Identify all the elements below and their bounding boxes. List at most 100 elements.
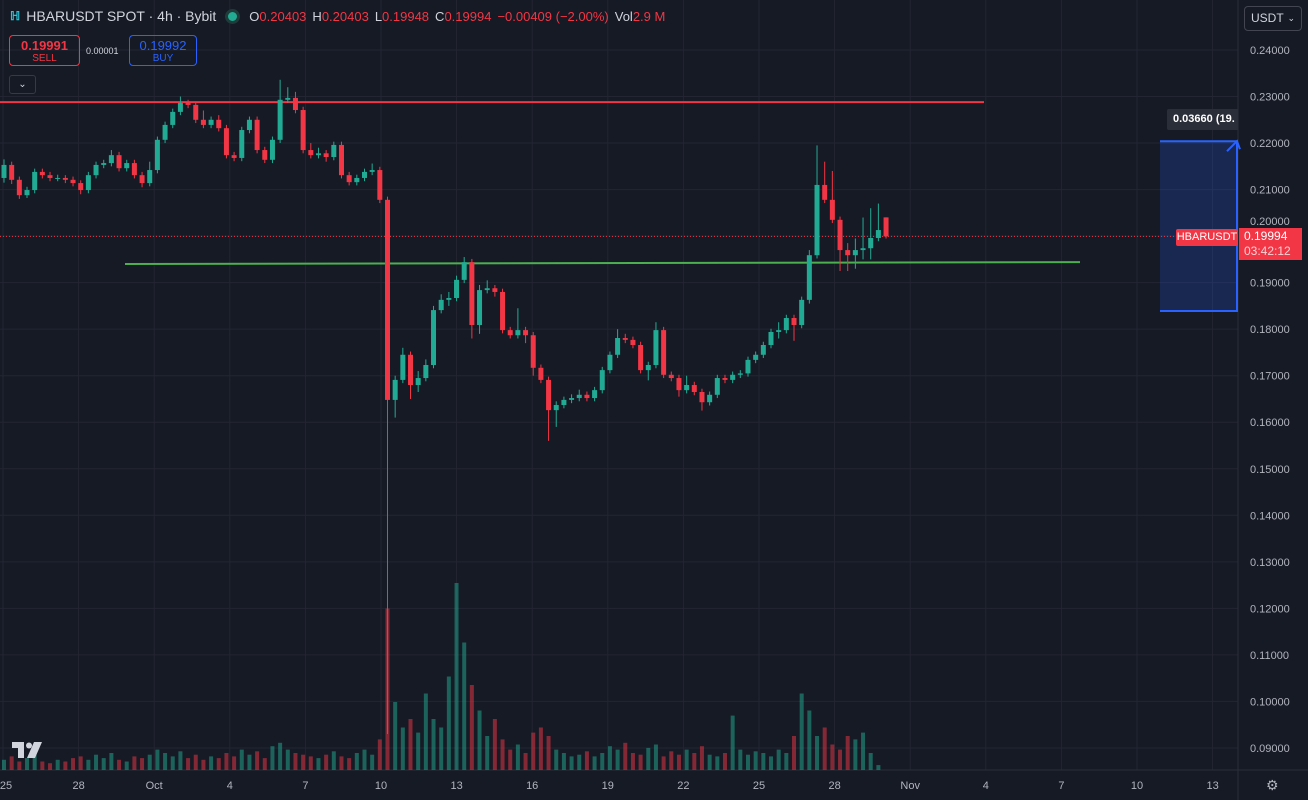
tradingview-logo[interactable] (12, 742, 44, 758)
candle-body (791, 318, 797, 325)
candle (615, 329, 621, 359)
candle-body (492, 288, 498, 292)
volume-bar (638, 754, 643, 770)
volume-bar (132, 756, 137, 770)
candle-body (515, 330, 521, 336)
currency-select[interactable]: USDT ⌄ (1244, 6, 1302, 31)
candle-body (615, 338, 621, 355)
volume-bar (239, 749, 244, 770)
volume-bar (469, 685, 474, 770)
volume-bar (492, 719, 497, 770)
candle (638, 341, 644, 374)
volume-bar (32, 754, 37, 770)
candle (653, 322, 659, 369)
volume-bar (769, 756, 773, 770)
candle-body (500, 291, 506, 331)
candle-body (822, 184, 828, 200)
candle (477, 284, 483, 334)
candle-body (546, 379, 552, 411)
volume-bar (676, 754, 681, 770)
volume-bar (17, 761, 22, 770)
candle-body (16, 179, 22, 196)
sell-button[interactable]: 0.19991 SELL (9, 35, 80, 66)
volume-bar (531, 732, 536, 770)
x-tick-label: 10 (375, 780, 387, 792)
volume-bar (377, 739, 382, 770)
volume-bar (653, 744, 658, 770)
sell-price: 0.19991 (21, 38, 68, 53)
candle (645, 361, 651, 381)
candle-body (193, 104, 199, 120)
volume-bar (439, 727, 444, 770)
candle-body (131, 163, 137, 176)
candle (829, 170, 835, 224)
volume-bar (232, 756, 237, 770)
candle-body (315, 153, 321, 156)
volume-bar (431, 719, 436, 770)
y-tick-label: 0.21000 (1250, 185, 1290, 197)
candle-body (561, 399, 567, 406)
volume-bar (362, 749, 367, 770)
candle (400, 347, 406, 384)
y-tick-label: 0.13000 (1250, 557, 1290, 569)
candle (170, 108, 176, 129)
candle-body (185, 103, 191, 105)
candle (147, 161, 153, 187)
collapse-legend-button[interactable]: ⌄ (9, 75, 36, 94)
candle-body (638, 345, 644, 371)
last-price: 0.19994 (1244, 229, 1288, 243)
candle-body (231, 155, 237, 158)
symbol-title[interactable]: HBARUSDT SPOT · 4h · Bybit (26, 8, 217, 24)
volume-bar (799, 693, 804, 770)
candle (346, 171, 352, 186)
candle (200, 110, 206, 129)
candle-body (400, 354, 406, 380)
volume-bar (600, 753, 605, 770)
candle (431, 305, 437, 369)
buy-button[interactable]: 0.19992 BUY (129, 35, 197, 66)
volume-bar (792, 736, 797, 770)
candle-body (806, 255, 812, 300)
candle-body (553, 405, 559, 411)
candle (139, 171, 145, 188)
gear-icon[interactable]: ⚙ (1266, 777, 1279, 793)
support-line (124, 261, 1081, 266)
candle-body (408, 354, 414, 386)
candle (599, 366, 605, 394)
volume-bar (861, 732, 866, 770)
candle (24, 186, 30, 198)
volume-bar (331, 751, 336, 770)
volume-bar (684, 749, 689, 770)
candle (216, 115, 222, 132)
candle-body (200, 119, 206, 125)
candle (799, 296, 805, 329)
volume-bar (615, 749, 620, 770)
candle-body (569, 398, 575, 400)
candle-body (223, 128, 229, 156)
candle (661, 326, 667, 379)
candle-body (254, 119, 260, 151)
candle-body (423, 365, 429, 379)
candle-body (799, 299, 805, 325)
chevron-down-icon: ⌄ (18, 79, 27, 90)
candle-body (239, 130, 245, 158)
y-tick-label: 0.14000 (1250, 510, 1290, 522)
volume-bar (462, 642, 467, 770)
candle-body (385, 199, 390, 400)
candle (523, 326, 529, 344)
x-tick-label: Nov (900, 780, 920, 792)
volume-bar (301, 754, 306, 770)
candle-body (507, 330, 513, 336)
candle-body (93, 164, 99, 176)
volume-bar (446, 676, 451, 770)
volume-bar (117, 759, 122, 770)
candle (162, 121, 168, 144)
candle-body (607, 354, 613, 371)
volume-bar (822, 727, 827, 770)
volume-bar (408, 719, 413, 770)
volume-bar (393, 702, 398, 770)
y-tick-label: 0.24000 (1250, 45, 1290, 57)
volume-bar (584, 751, 589, 770)
